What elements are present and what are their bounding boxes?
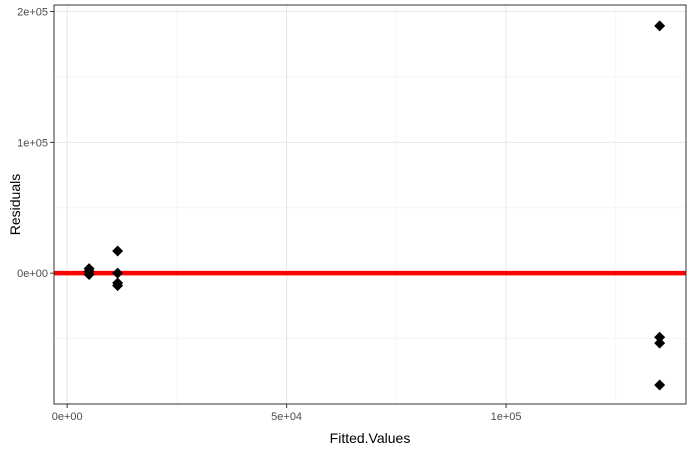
y-axis-title: Residuals: [7, 174, 23, 235]
y-tick-label: 2e+05: [17, 7, 48, 19]
data-point: [654, 337, 666, 349]
data-point: [112, 280, 124, 292]
grid-lines: [54, 5, 686, 404]
data-point: [112, 245, 124, 257]
x-tick-label: 1e+05: [491, 411, 522, 423]
y-tick-label: 0e+00: [17, 268, 48, 280]
panel-border: [53, 4, 687, 405]
data-point: [654, 20, 666, 32]
x-tick-label: 0e+00: [52, 411, 83, 423]
x-tick-label: 5e+04: [271, 411, 302, 423]
y-tick-label: 1e+05: [17, 137, 48, 149]
data-point: [83, 268, 95, 280]
x-axis-title: Fitted.Values: [330, 430, 411, 446]
data-point: [654, 379, 666, 391]
data-point: [654, 331, 666, 343]
data-points: [83, 20, 666, 391]
data-point: [112, 267, 124, 279]
axis-ticks: 0e+00 5e+04 1e+05 0e+00 1e+05 2e+05: [17, 7, 521, 423]
